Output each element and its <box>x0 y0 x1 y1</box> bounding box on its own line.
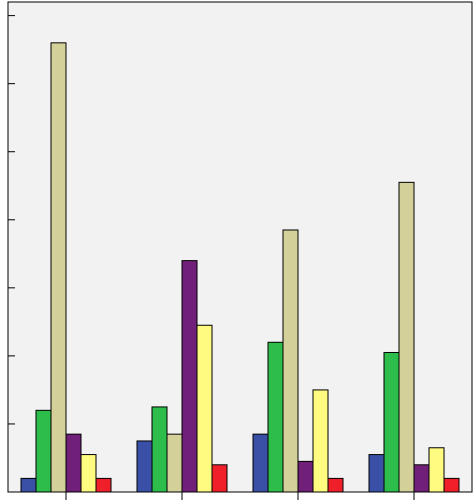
bar-series-4-group-2 <box>181 260 198 493</box>
bar-series-4-group-4 <box>413 464 430 493</box>
bar-series-2-group-4 <box>383 351 400 493</box>
bar-series-2-group-1 <box>35 409 52 493</box>
bar-series-1-group-2 <box>136 440 153 493</box>
bar-series-4-group-1 <box>65 433 82 493</box>
bar-series-6-group-1 <box>95 477 112 493</box>
bar-series-3-group-3 <box>282 229 299 493</box>
bar-series-2-group-2 <box>151 406 168 493</box>
bar-series-3-group-2 <box>166 433 183 493</box>
bar-series-5-group-1 <box>80 454 97 493</box>
bar-series-6-group-4 <box>443 477 460 493</box>
bar-series-3-group-4 <box>398 181 415 493</box>
bar-series-1-group-3 <box>252 433 269 493</box>
bar-series-3-group-1 <box>50 42 67 493</box>
bar-series-6-group-3 <box>327 477 344 493</box>
bar-series-5-group-4 <box>428 447 445 493</box>
bar-series-6-group-2 <box>211 464 228 493</box>
bar-series-5-group-2 <box>196 324 213 493</box>
bar-series-4-group-3 <box>297 460 314 493</box>
bar-series-1-group-1 <box>20 477 37 493</box>
bar-series-2-group-3 <box>267 341 284 493</box>
bar-series-1-group-4 <box>368 454 385 493</box>
bar-series-5-group-3 <box>312 389 329 493</box>
